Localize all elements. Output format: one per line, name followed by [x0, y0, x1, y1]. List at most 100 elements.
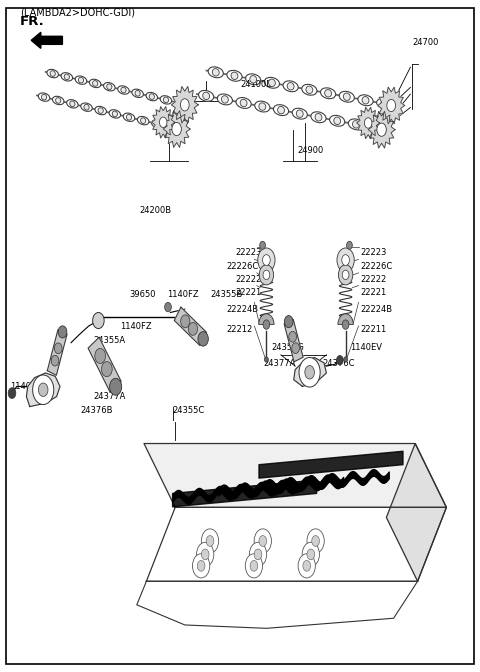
- Circle shape: [387, 99, 396, 112]
- Ellipse shape: [84, 104, 89, 110]
- Circle shape: [192, 554, 210, 578]
- Text: 24900: 24900: [298, 146, 324, 155]
- Circle shape: [342, 255, 349, 265]
- Polygon shape: [386, 444, 446, 581]
- Ellipse shape: [371, 124, 378, 132]
- Text: 39650: 39650: [130, 290, 156, 299]
- Ellipse shape: [236, 97, 251, 108]
- Circle shape: [307, 549, 314, 560]
- Ellipse shape: [199, 91, 214, 101]
- Ellipse shape: [149, 94, 155, 99]
- Ellipse shape: [362, 97, 369, 104]
- Circle shape: [338, 265, 353, 285]
- Circle shape: [299, 358, 320, 387]
- Circle shape: [54, 343, 62, 353]
- Ellipse shape: [277, 106, 285, 114]
- Text: 22221: 22221: [360, 288, 386, 297]
- Polygon shape: [48, 329, 67, 375]
- Polygon shape: [144, 444, 446, 507]
- Circle shape: [344, 357, 348, 362]
- Circle shape: [264, 357, 268, 362]
- Ellipse shape: [311, 112, 326, 123]
- Circle shape: [298, 554, 315, 578]
- Ellipse shape: [64, 74, 70, 80]
- Ellipse shape: [231, 72, 238, 79]
- Circle shape: [198, 331, 208, 346]
- Circle shape: [250, 542, 267, 566]
- Circle shape: [307, 529, 324, 553]
- Text: 22224B: 22224B: [360, 306, 392, 314]
- Circle shape: [101, 362, 112, 377]
- Circle shape: [284, 316, 293, 328]
- Ellipse shape: [41, 94, 47, 100]
- Circle shape: [364, 118, 372, 128]
- Circle shape: [337, 248, 354, 272]
- Circle shape: [38, 383, 48, 396]
- Ellipse shape: [306, 86, 313, 93]
- Ellipse shape: [352, 121, 360, 128]
- Text: 24376B: 24376B: [81, 407, 113, 415]
- Ellipse shape: [334, 117, 341, 124]
- Text: 24376C: 24376C: [323, 360, 355, 368]
- Ellipse shape: [246, 74, 261, 85]
- Circle shape: [159, 117, 167, 128]
- Circle shape: [180, 315, 190, 328]
- Polygon shape: [146, 507, 446, 581]
- Ellipse shape: [324, 89, 332, 97]
- Circle shape: [312, 536, 319, 546]
- Circle shape: [263, 255, 270, 265]
- Text: 24377A: 24377A: [94, 392, 126, 401]
- Circle shape: [165, 302, 171, 312]
- Ellipse shape: [377, 98, 392, 109]
- Text: 22222: 22222: [360, 275, 386, 284]
- Ellipse shape: [166, 123, 177, 132]
- Ellipse shape: [381, 100, 388, 108]
- Circle shape: [93, 312, 104, 329]
- Circle shape: [336, 355, 343, 365]
- Ellipse shape: [296, 110, 303, 118]
- Ellipse shape: [358, 95, 373, 106]
- Ellipse shape: [56, 97, 61, 103]
- Ellipse shape: [339, 91, 354, 102]
- Circle shape: [303, 560, 311, 571]
- Ellipse shape: [137, 116, 149, 125]
- Circle shape: [172, 123, 181, 135]
- Circle shape: [202, 529, 218, 553]
- Text: 24355A: 24355A: [94, 336, 126, 345]
- Ellipse shape: [169, 124, 174, 130]
- Text: 22212: 22212: [226, 325, 252, 334]
- Ellipse shape: [367, 122, 382, 133]
- Text: FR.: FR.: [20, 15, 45, 28]
- Circle shape: [109, 378, 121, 395]
- Ellipse shape: [112, 111, 118, 117]
- Ellipse shape: [121, 87, 126, 93]
- Circle shape: [51, 355, 59, 366]
- Ellipse shape: [203, 92, 210, 99]
- Wedge shape: [338, 314, 353, 325]
- Ellipse shape: [132, 89, 144, 97]
- Ellipse shape: [67, 99, 78, 108]
- Circle shape: [206, 536, 214, 546]
- Ellipse shape: [81, 103, 92, 112]
- Text: 24355G: 24355G: [271, 343, 304, 352]
- Ellipse shape: [126, 114, 132, 120]
- Circle shape: [197, 560, 205, 571]
- Ellipse shape: [38, 93, 50, 101]
- Ellipse shape: [152, 120, 163, 128]
- Circle shape: [180, 99, 189, 111]
- Ellipse shape: [146, 93, 157, 101]
- Polygon shape: [294, 358, 326, 386]
- Ellipse shape: [330, 116, 345, 126]
- Circle shape: [260, 241, 265, 249]
- Polygon shape: [357, 108, 380, 138]
- Circle shape: [305, 366, 314, 379]
- Ellipse shape: [255, 101, 270, 112]
- Polygon shape: [174, 307, 206, 345]
- Ellipse shape: [163, 97, 168, 103]
- Text: 22223: 22223: [360, 249, 386, 257]
- Ellipse shape: [98, 108, 103, 114]
- Ellipse shape: [155, 121, 160, 127]
- Ellipse shape: [221, 95, 228, 103]
- Ellipse shape: [118, 86, 129, 94]
- Ellipse shape: [315, 114, 322, 121]
